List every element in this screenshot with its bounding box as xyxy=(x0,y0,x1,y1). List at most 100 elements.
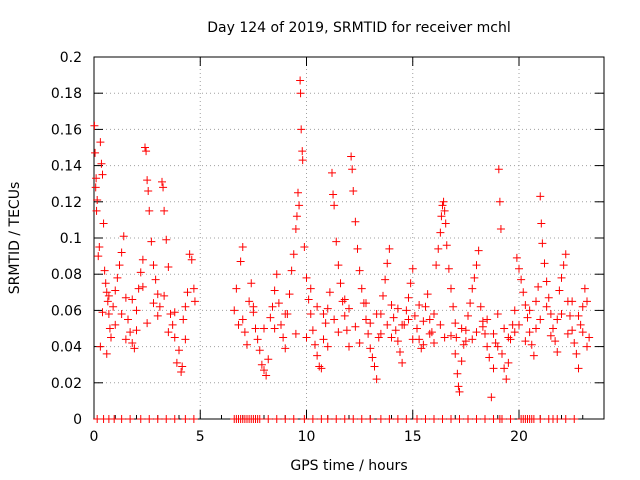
data-point xyxy=(376,415,385,423)
data-point xyxy=(551,337,560,346)
data-point xyxy=(100,266,109,275)
data-point xyxy=(568,326,577,335)
data-point xyxy=(178,362,187,371)
data-point xyxy=(372,310,381,319)
data-point xyxy=(502,375,511,384)
data-point xyxy=(98,308,107,317)
data-point xyxy=(478,322,487,331)
data-point xyxy=(177,367,186,376)
data-point xyxy=(96,138,105,147)
data-point xyxy=(103,297,112,306)
data-point xyxy=(130,344,139,353)
data-point xyxy=(332,415,341,423)
data-point xyxy=(570,415,579,423)
data-point xyxy=(257,360,266,369)
data-point xyxy=(452,333,461,342)
data-point xyxy=(493,342,502,351)
data-point xyxy=(389,313,398,322)
data-point xyxy=(110,415,119,423)
data-point xyxy=(134,284,143,293)
data-point xyxy=(236,257,245,266)
data-point xyxy=(504,333,513,342)
data-point xyxy=(136,268,145,277)
data-point xyxy=(291,329,300,338)
data-point xyxy=(425,329,434,338)
data-point xyxy=(348,165,357,174)
data-point xyxy=(355,266,364,275)
data-point xyxy=(147,237,156,246)
data-point xyxy=(557,273,566,282)
data-point xyxy=(519,288,528,297)
data-point xyxy=(270,324,279,333)
data-point xyxy=(455,387,464,396)
data-point xyxy=(494,165,503,174)
data-point xyxy=(457,357,466,366)
data-point xyxy=(338,297,347,306)
chart-title: Day 124 of 2019, SRMTID for receiver mch… xyxy=(207,20,511,36)
data-point xyxy=(306,310,315,319)
data-point xyxy=(117,248,126,257)
data-point xyxy=(525,328,534,337)
data-point xyxy=(546,331,555,340)
data-point xyxy=(297,125,306,134)
data-point xyxy=(245,297,254,306)
data-point xyxy=(500,324,509,333)
data-point xyxy=(145,206,154,215)
data-point xyxy=(319,310,328,319)
data-point xyxy=(90,121,99,130)
data-point xyxy=(481,415,489,423)
data-point xyxy=(485,353,494,362)
data-point xyxy=(536,415,545,423)
data-point xyxy=(496,224,505,233)
data-point xyxy=(308,326,317,335)
data-point xyxy=(370,362,379,371)
data-point xyxy=(136,415,145,423)
data-point xyxy=(96,342,105,351)
data-point xyxy=(109,302,118,311)
data-point xyxy=(160,206,169,215)
data-point xyxy=(534,282,543,291)
data-point xyxy=(319,335,328,344)
data-point xyxy=(132,326,141,335)
x-tick-label: 20 xyxy=(510,429,528,445)
data-point xyxy=(328,168,336,177)
data-point xyxy=(124,315,132,324)
data-point xyxy=(170,333,179,342)
data-point xyxy=(461,326,470,335)
data-point xyxy=(506,415,515,423)
data-point xyxy=(298,156,307,165)
data-point xyxy=(121,293,130,302)
data-point xyxy=(292,212,301,221)
data-point xyxy=(349,415,358,423)
data-point xyxy=(402,415,411,423)
grid-lines xyxy=(94,57,604,419)
data-point xyxy=(449,302,458,311)
data-point xyxy=(162,415,171,423)
y-tick-label: 0.2 xyxy=(60,50,82,66)
data-point xyxy=(98,170,107,179)
data-point xyxy=(447,284,455,293)
data-point xyxy=(313,351,322,360)
data-point xyxy=(574,311,583,320)
data-point xyxy=(277,320,285,329)
data-point xyxy=(345,304,353,313)
data-point xyxy=(274,299,283,308)
data-point xyxy=(170,308,179,317)
data-point xyxy=(153,311,162,320)
data-point xyxy=(532,297,540,306)
data-point xyxy=(468,284,477,293)
data-point xyxy=(398,320,407,329)
data-point xyxy=(368,353,377,362)
data-point xyxy=(430,338,438,347)
data-point xyxy=(355,338,364,347)
data-point xyxy=(391,326,400,335)
data-point xyxy=(578,302,587,311)
data-point xyxy=(532,324,540,333)
data-point xyxy=(472,328,481,337)
data-point xyxy=(506,335,515,344)
y-tick-label: 0.06 xyxy=(51,303,82,319)
data-point xyxy=(323,342,332,351)
data-point xyxy=(404,293,413,302)
data-point xyxy=(487,393,496,402)
